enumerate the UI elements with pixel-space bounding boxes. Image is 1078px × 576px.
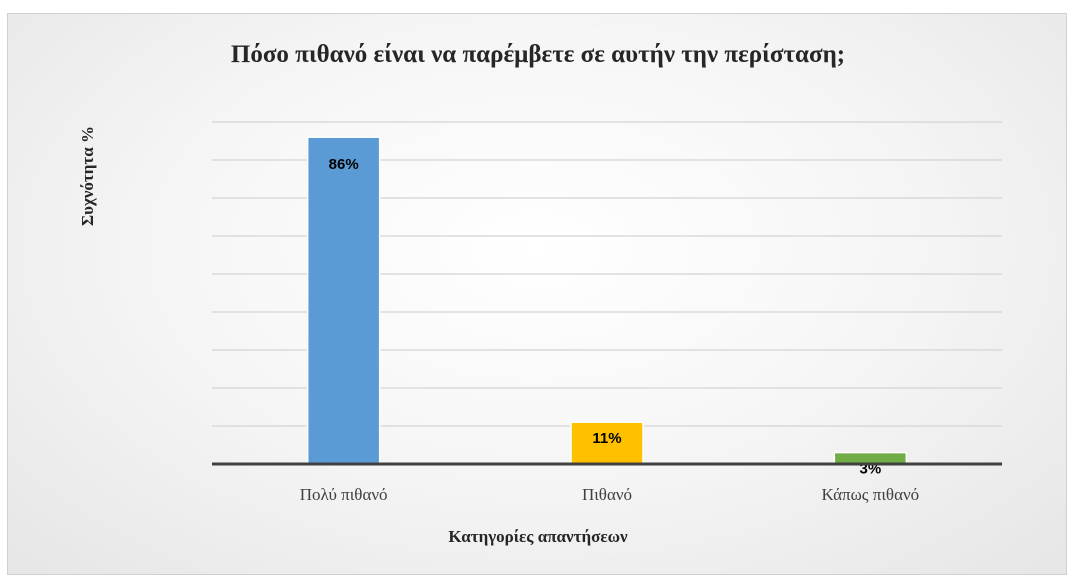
x-axis-label: Κατηγορίες απαντήσεων	[448, 527, 628, 546]
x-tick-label-2: Κάπως πιθανό	[821, 485, 919, 504]
x-tick-label-1: Πιθανό	[582, 485, 632, 504]
chart-frame: Πόσο πιθανό είναι να παρέμβετε σε αυτήν …	[7, 13, 1067, 575]
data-label-1: 11%	[592, 430, 621, 447]
chart-title: Πόσο πιθανό είναι να παρέμβετε σε αυτήν …	[230, 41, 846, 68]
x-tick-label-0: Πολύ πιθανό	[300, 485, 388, 504]
data-label-0: 86%	[329, 156, 359, 173]
bar-1	[570, 421, 644, 465]
bar-0	[306, 136, 381, 465]
